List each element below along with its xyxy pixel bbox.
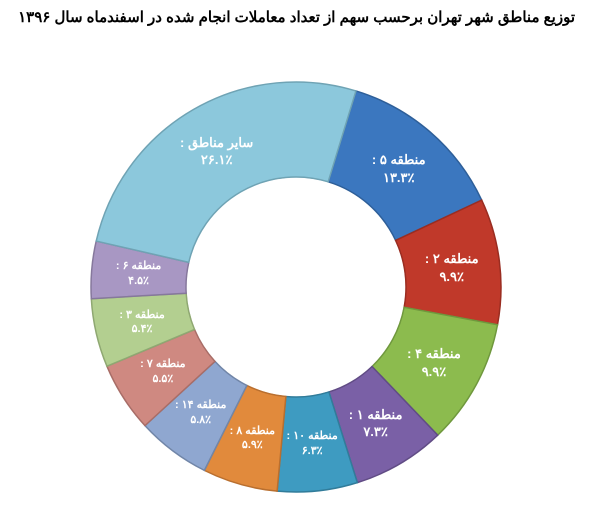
- donut-chart: منطقه ۵ :۱۳.۳٪منطقه ۲ :۹.۹٪منطقه ۴ :۹.۹٪…: [61, 52, 531, 522]
- chart-title: توزیع مناطق شهر تهران برحسب سهم از تعداد…: [18, 8, 575, 26]
- donut-hole: [187, 178, 405, 396]
